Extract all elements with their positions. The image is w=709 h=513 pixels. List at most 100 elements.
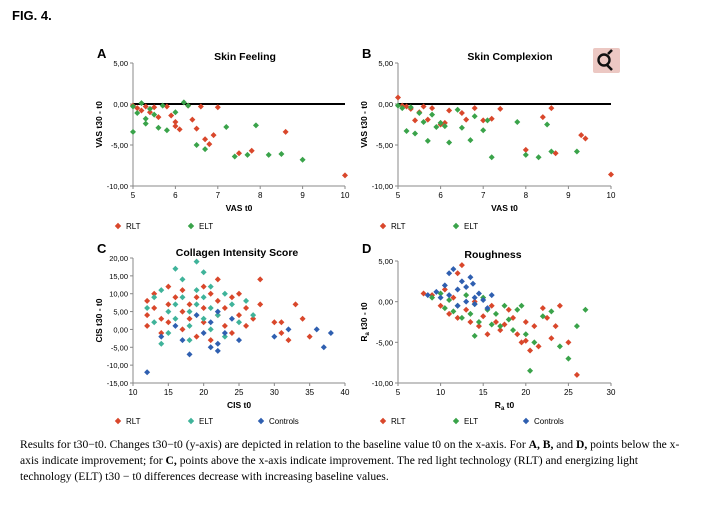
x-axis-label: VAS t0 <box>226 203 253 213</box>
legend-label: ELT <box>464 222 478 231</box>
data-point <box>228 301 235 308</box>
data-point <box>446 292 453 299</box>
data-point <box>278 151 285 158</box>
caption-text-3: points below the x-axis indicate improve… <box>20 438 680 467</box>
data-point <box>292 301 299 308</box>
y-tick-label: 5,00 <box>113 59 128 68</box>
panel-letter: A <box>97 46 107 61</box>
data-point <box>285 326 292 333</box>
data-point <box>608 171 614 178</box>
data-point <box>399 105 406 112</box>
data-point <box>159 102 166 109</box>
data-point <box>278 330 285 336</box>
data-point <box>480 127 487 134</box>
x-tick-label: 7 <box>481 191 486 200</box>
data-point <box>248 147 255 154</box>
data-point <box>437 294 444 301</box>
data-point <box>458 278 465 285</box>
data-point <box>578 132 585 139</box>
data-point <box>505 316 512 323</box>
y-tick-label: -5,00 <box>111 343 128 352</box>
data-point <box>446 107 453 114</box>
x-axis-label: Ra t0 <box>495 400 515 412</box>
data-point <box>480 117 487 124</box>
data-point <box>514 306 521 313</box>
y-tick-label: -10,00 <box>372 379 393 388</box>
data-point <box>480 297 487 304</box>
data-point <box>573 323 580 330</box>
data-point <box>475 290 482 297</box>
y-tick-label: 0,00 <box>378 100 393 109</box>
data-point <box>193 125 200 132</box>
data-point <box>535 154 542 161</box>
x-tick-label: 5 <box>131 191 136 200</box>
data-point <box>582 306 589 313</box>
data-point <box>155 114 162 121</box>
data-point <box>327 330 334 336</box>
panel-letter: D <box>362 241 371 256</box>
data-point <box>200 269 207 276</box>
data-point <box>257 276 264 283</box>
data-point <box>138 100 145 107</box>
data-point <box>179 308 186 315</box>
legend-label: Controls <box>269 417 299 426</box>
data-point <box>497 323 504 330</box>
data-point <box>484 331 491 338</box>
data-point <box>395 102 401 109</box>
data-point <box>228 315 235 322</box>
y-tick-label: -10,00 <box>372 182 393 191</box>
data-point <box>186 322 193 329</box>
chart-title: Skin Feeling <box>214 51 276 63</box>
data-point <box>416 110 423 117</box>
x-tick-label: 40 <box>341 388 350 397</box>
x-tick-label: 15 <box>479 388 488 397</box>
data-point <box>514 331 521 338</box>
x-tick-label: 10 <box>607 191 616 200</box>
data-point <box>207 337 214 344</box>
panel-b: B Skin Complexion 5,00 0,00 -5,00 -10,005 6 7 8 9… <box>359 46 616 231</box>
data-point <box>146 109 153 116</box>
data-point <box>189 116 196 123</box>
data-point <box>151 111 158 118</box>
legend-label: RLT <box>391 222 406 231</box>
data-point <box>207 319 214 326</box>
data-point <box>441 123 448 130</box>
data-point <box>446 297 453 304</box>
caption-bold-1: A, B, <box>528 438 554 451</box>
data-point <box>429 105 436 112</box>
series-rlt <box>420 262 580 378</box>
data-point <box>522 151 529 158</box>
data-point <box>179 287 186 294</box>
data-point <box>186 301 193 308</box>
y-tick-label: -15,00 <box>107 379 128 388</box>
data-point <box>565 355 572 362</box>
data-point <box>441 282 448 289</box>
chart-title: Roughness <box>464 249 521 261</box>
data-point <box>151 305 158 311</box>
data-point <box>429 111 436 118</box>
panel-letter: C <box>97 241 107 256</box>
data-point <box>299 315 306 322</box>
data-point <box>221 330 228 336</box>
data-point <box>221 322 228 329</box>
y-tick-label: -10,00 <box>107 361 128 370</box>
data-point <box>210 132 217 139</box>
data-point <box>458 314 465 321</box>
data-point <box>207 344 214 351</box>
series-elt <box>429 290 589 374</box>
y-tick-label: -5,00 <box>111 141 128 150</box>
data-point <box>193 312 200 319</box>
y-tick-label: 0,00 <box>378 298 393 307</box>
data-point <box>454 286 461 293</box>
data-point <box>420 103 427 110</box>
data-point <box>207 283 214 290</box>
data-point <box>539 114 546 121</box>
legend-label: RLT <box>391 417 406 426</box>
figure-caption: Results for t30−t0. Changes t30−t0 (y-ax… <box>20 437 692 485</box>
legend-marker <box>187 417 195 425</box>
y-tick-label: 10,00 <box>109 290 128 299</box>
data-point <box>172 123 179 130</box>
data-point <box>200 283 207 290</box>
zoom-button[interactable] <box>593 48 620 73</box>
data-point <box>214 347 221 354</box>
